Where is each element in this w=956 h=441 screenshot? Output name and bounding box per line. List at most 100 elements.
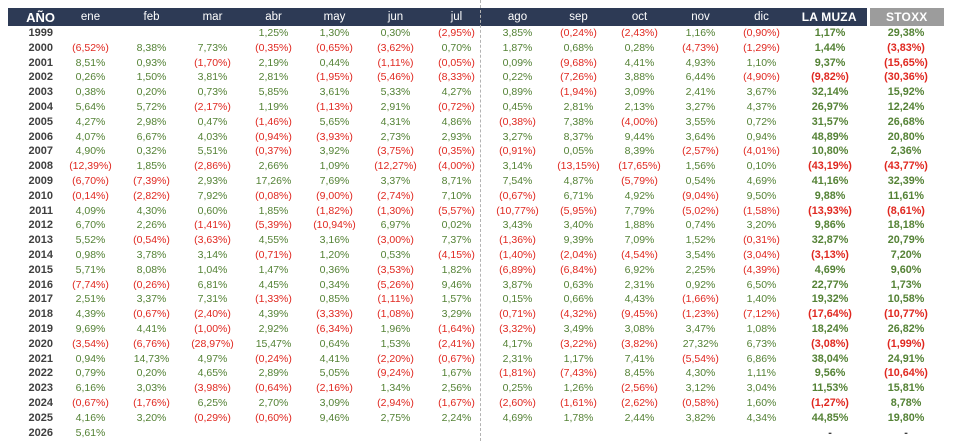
table-row: 2018 4,39% (0,67%) (2,40%) 4,39% (3,33%) (1,08… [8, 307, 944, 322]
table-row: 2017 2,51% 3,37% 7,31% (1,33%) 0,85% (1,11%) 1,… [8, 292, 944, 307]
month-value-cell: (1,67%) [438, 396, 475, 409]
month-value-cell: (3,53%) [377, 263, 414, 276]
summary-value-cell: 7,20% [890, 248, 922, 261]
month-value-cell: 3,16% [319, 234, 350, 247]
month-value-cell: 1,88% [624, 219, 655, 232]
month-value-cell: 7,73% [197, 41, 228, 54]
year-cell: 2009 [28, 174, 53, 187]
month-value-cell: 14,73% [133, 352, 170, 365]
summary-value-cell: (3,83%) [887, 41, 925, 54]
year-cell: 2013 [28, 234, 53, 247]
month-value-cell: 7,31% [197, 293, 228, 306]
month-value-cell: (9,24%) [377, 367, 414, 380]
month-value-cell: (3,63%) [194, 234, 231, 247]
month-value-cell: 6,97% [380, 219, 411, 232]
month-value-cell [731, 426, 792, 441]
month-value-cell: 3,20% [136, 411, 167, 424]
month-value-cell: (7,12%) [743, 308, 780, 321]
month-value-cell: 4,65% [197, 367, 228, 380]
month-value-cell: 2,73% [380, 130, 411, 143]
month-value-cell: (2,43%) [621, 27, 658, 39]
month-value-cell: 3,20% [746, 219, 777, 232]
month-value-cell: 0,74% [685, 219, 716, 232]
month-value-cell: 0,94% [746, 130, 777, 143]
month-value-cell: 3,67% [746, 86, 777, 99]
month-value-cell: (4,73%) [682, 41, 719, 54]
month-value-cell: (2,41%) [438, 337, 475, 350]
month-value-cell [670, 426, 731, 441]
month-value-cell: 5,65% [319, 115, 350, 128]
month-value-cell: 0,79% [75, 367, 106, 380]
month-value-cell: 2,81% [258, 71, 289, 84]
month-value-cell: 0,66% [563, 293, 594, 306]
month-value-cell: 4,37% [746, 100, 777, 113]
summary-value-cell: 10,80% [811, 145, 849, 158]
year-cell: 2021 [28, 352, 53, 365]
month-value-cell: 1,85% [136, 160, 167, 173]
month-value-cell: (0,67%) [133, 308, 170, 321]
month-value-cell: 6,81% [197, 278, 228, 291]
month-value-cell: 8,37% [563, 130, 594, 143]
table-row: 2021 0,94% 14,73% 4,97% (0,24%) 4,41% (2,20%) (… [8, 352, 944, 367]
month-value-cell: (0,65%) [316, 41, 353, 54]
month-value-cell: 1,47% [258, 263, 289, 276]
month-value-cell: 5,51% [197, 145, 228, 158]
summary-value-cell: (13,93%) [808, 204, 852, 217]
month-value-cell: 1,87% [502, 41, 533, 54]
month-value-cell: 0,70% [441, 41, 472, 54]
summary-value-cell: (10,77%) [884, 308, 928, 321]
month-value-cell: 1,96% [380, 322, 411, 335]
table-row: 2006 4,07% 6,67% 4,03% (0,94%) (3,93%) 2,73% 2,… [8, 130, 944, 145]
month-value-cell: (4,54%) [621, 248, 658, 261]
column-header-ago: ago [487, 8, 548, 26]
month-value-cell: (6,84%) [560, 263, 597, 276]
summary-value-cell: (15,65%) [884, 56, 928, 69]
month-value-cell: (1,66%) [682, 293, 719, 306]
month-value-cell: 0,85% [319, 293, 350, 306]
month-value-cell: 0,72% [746, 115, 777, 128]
month-value-cell: 0,45% [502, 100, 533, 113]
month-value-cell: 3,12% [685, 382, 716, 395]
column-header-sep: sep [548, 8, 609, 26]
month-value-cell: 1,57% [441, 293, 472, 306]
month-value-cell: 4,92% [624, 189, 655, 202]
month-value-cell: (0,29%) [194, 411, 231, 424]
month-value-cell: 9,46% [319, 411, 350, 424]
month-value-cell: 3,49% [563, 322, 594, 335]
month-value-cell: (3,75%) [377, 145, 414, 158]
month-value-cell: (4,90%) [743, 71, 780, 84]
month-value-cell: 2,91% [380, 100, 411, 113]
month-value-cell: 4,97% [197, 352, 228, 365]
month-value-cell: 3,55% [685, 115, 716, 128]
month-value-cell: 3,29% [441, 308, 472, 321]
column-header-nov: nov [670, 8, 731, 26]
month-value-cell: 1,25% [258, 27, 289, 39]
table-row: 2011 4,09% 4,30% 0,60% 1,85% (1,82%) (1,30%) (5… [8, 204, 944, 219]
summary-value-cell: 2,36% [890, 145, 922, 158]
summary-value-cell: (10,64%) [884, 367, 928, 380]
month-value-cell: 4,43% [624, 293, 655, 306]
summary-value-cell: 32,14% [811, 86, 849, 99]
month-value-cell: 1,52% [685, 234, 716, 247]
month-value-cell [121, 426, 182, 441]
month-value-cell: (2,20%) [377, 352, 414, 365]
month-value-cell [182, 26, 243, 41]
table-row: 2000 (6,52%) 8,38% 7,73% (0,35%) (0,65%) (3,62… [8, 41, 944, 56]
year-cell: 2002 [28, 71, 53, 84]
month-value-cell: (0,71%) [499, 308, 536, 321]
summary-value-cell: 8,78% [890, 396, 922, 409]
summary-value-cell: 18,24% [811, 322, 849, 335]
year-cell: 2001 [28, 56, 53, 69]
month-value-cell: (5,39%) [255, 219, 292, 232]
month-value-cell: 2,51% [75, 293, 106, 306]
month-value-cell: (4,01%) [743, 145, 780, 158]
summary-value-cell: (8,61%) [887, 204, 925, 217]
month-value-cell: 1,60% [746, 396, 777, 409]
month-value-cell: 4,09% [75, 204, 106, 217]
month-value-cell: 0,28% [624, 41, 655, 54]
summary-value-cell: 29,38% [887, 27, 925, 39]
month-value-cell: 4,17% [502, 337, 533, 350]
table-row: 2024 (0,67%) (1,76%) 6,25% 2,70% 3,09% (2,94%)… [8, 396, 944, 411]
month-value-cell: (4,32%) [560, 308, 597, 321]
month-value-cell: (4,39%) [743, 263, 780, 276]
